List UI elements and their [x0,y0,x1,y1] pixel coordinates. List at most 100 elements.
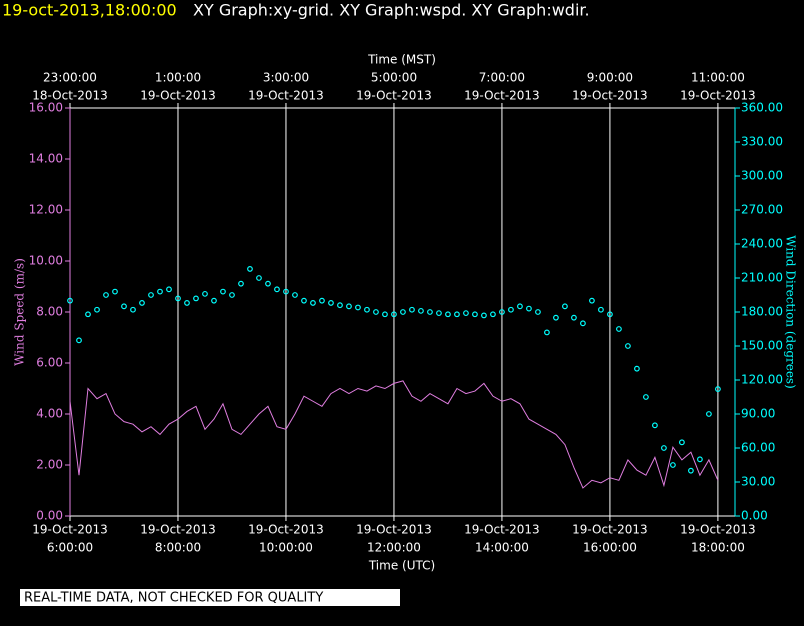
x-tick-label: 14:00:00 [475,541,529,555]
direction-point [616,326,622,332]
y-tick-label: 10.00 [29,254,63,268]
x-tick-date: 19-Oct-2013 [356,523,432,537]
x2-tick-label: 9:00:00 [587,71,633,85]
y-tick-label: 6.00 [36,356,63,370]
x2-tick-label: 7:00:00 [479,71,525,85]
y2-tick-label: 90.00 [741,407,775,421]
direction-point [598,306,604,313]
direction-point [670,462,676,468]
direction-point [292,292,298,298]
direction-point [607,311,613,318]
x-tick-label: 16:00:00 [583,541,637,555]
x-axis-label: Time (UTC) [368,559,435,573]
direction-point [679,439,685,446]
x-tick-date: 19-Oct-2013 [140,523,216,537]
direction-point [319,297,325,304]
direction-point [139,300,145,306]
direction-point [247,266,253,272]
x-tick-date: 19-Oct-2013 [680,523,756,537]
direction-point [130,306,136,313]
direction-point [229,292,235,298]
footer-note: REAL-TIME DATA, NOT CHECKED FOR QUALITY [24,591,323,606]
y-tick-label: 8.00 [36,305,63,319]
y2-tick-label: 360.00 [741,101,783,115]
direction-point [382,311,388,318]
y2-axis-label: Wind Direction (degrees) [784,235,798,389]
x2-tick-label: 23:00:00 [43,71,97,85]
x2-tick-date: 19-Oct-2013 [680,89,756,103]
direction-point [202,290,208,297]
direction-point [661,445,667,451]
x-tick-label: 6:00:00 [47,541,93,555]
direction-point [283,288,289,295]
y2-tick-label: 240.00 [741,237,783,251]
y2-tick-label: 330.00 [741,135,783,149]
direction-point [544,329,550,336]
direction-point [706,411,712,417]
x2-tick-label: 5:00:00 [371,71,417,85]
direction-point [652,422,658,429]
x-tick-date: 19-Oct-2013 [572,523,648,537]
direction-point [418,307,424,314]
direction-point [436,310,442,317]
direction-point [94,306,100,313]
x2-tick-date: 19-Oct-2013 [356,89,432,103]
direction-point [157,288,163,295]
direction-point [85,311,91,318]
y2-tick-label: 120.00 [741,373,783,387]
y2-tick-label: 0.00 [741,509,768,523]
x-tick-label: 10:00:00 [259,541,313,555]
direction-point [121,303,127,310]
direction-point [499,309,505,315]
direction-point [571,314,577,321]
x2-tick-label: 1:00:00 [155,71,201,85]
direction-point [238,280,244,287]
x2-tick-label: 3:00:00 [263,71,309,85]
y-tick-label: 2.00 [36,458,63,472]
direction-point [148,292,154,298]
timestamp: 19-oct-2013,18:00:00 [2,1,177,20]
y-tick-label: 12.00 [29,203,63,217]
direction-point [553,314,559,321]
y-tick-label: 14.00 [29,152,63,166]
direction-point [643,394,649,400]
graph-list: XY Graph:xy-grid. XY Graph:wspd. XY Grap… [193,1,590,20]
direction-point [301,297,307,304]
direction-point [310,300,316,306]
direction-point [589,297,595,304]
y2-tick-label: 30.00 [741,475,775,489]
x-tick-label: 8:00:00 [155,541,201,555]
direction-point [634,365,640,372]
x-tick-date: 19-Oct-2013 [464,523,540,537]
direction-point [409,306,415,313]
direction-point [697,456,703,463]
y-axis-label: Wind Speed (m/s) [13,258,27,366]
y2-tick-label: 300.00 [741,169,783,183]
direction-point [580,320,586,327]
direction-point [364,306,370,313]
direction-point [715,386,721,392]
y2-tick-label: 180.00 [741,305,783,319]
x2-tick-date: 19-Oct-2013 [572,89,648,103]
x2-axis-label: Time (MST) [367,53,436,67]
footer-box [20,589,400,606]
direction-point [328,300,334,306]
speed-line [69,380,719,489]
x-tick-label: 18:00:00 [691,541,745,555]
direction-point [373,309,379,315]
direction-point [427,309,433,315]
y2-tick-label: 150.00 [741,339,783,353]
direction-point [346,303,352,310]
direction-point [454,311,460,318]
x-tick-date: 19-Oct-2013 [248,523,324,537]
direction-point [490,311,496,318]
direction-point [112,288,118,295]
direction-point [625,343,631,349]
direction-point [175,295,181,302]
direction-point [517,303,523,310]
x-tick-label: 12:00:00 [367,541,421,555]
direction-point [463,310,469,317]
direction-point [193,295,199,302]
x2-tick-date: 18-Oct-2013 [32,89,108,103]
